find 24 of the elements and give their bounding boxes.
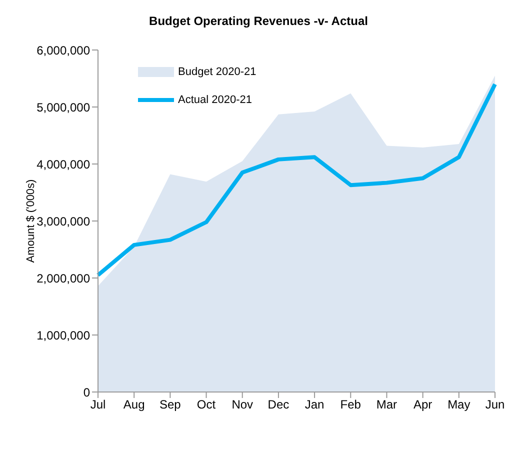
y-tick-label: 2,000,000 [36,271,90,286]
y-tick-label: 5,000,000 [36,100,90,114]
x-tick-label: Oct [196,398,216,412]
y-tick-label: 4,000,000 [36,157,90,172]
x-tick-label: Jul [90,398,106,412]
x-tick-label: Aug [123,398,145,412]
legend-label: Actual 2020-21 [178,94,252,106]
line-series [96,82,497,278]
chart-title: Budget Operating Revenues -v- Actual [148,13,369,30]
x-tick-label: Apr [413,398,432,412]
x-tick-label: Feb [340,398,362,412]
y-tick-label: 0 [83,385,90,400]
x-tick-label: Jun [485,398,505,412]
x-tick-label: Jan [304,398,324,412]
y-tick-label: 1,000,000 [36,328,90,342]
x-tick-label: May [448,398,470,412]
y-tick-label: 6,000,000 [36,43,90,58]
x-tick-label: Sep [160,398,182,412]
y-axis-title: Amount $ ('000s) [24,179,37,263]
x-tick-label: Mar [376,398,398,412]
legend-label: Budget 2020-21 [178,66,256,78]
x-tick-label: Nov [232,398,254,412]
y-tick-label: 3,000,000 [36,214,90,228]
x-tick-label: Dec [268,398,290,412]
